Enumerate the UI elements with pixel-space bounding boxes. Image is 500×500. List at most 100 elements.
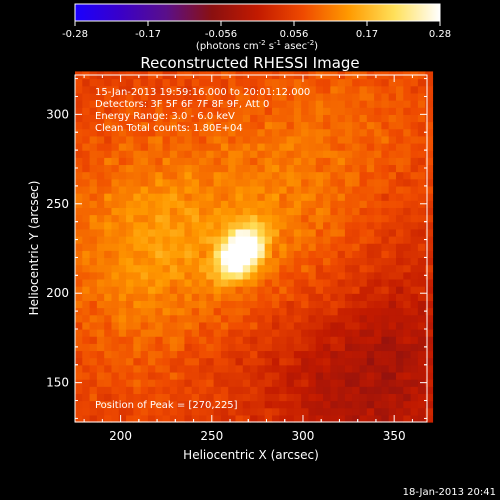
heatmap-cell — [366, 278, 375, 287]
heatmap-cell — [177, 400, 186, 409]
heatmap-cell — [169, 171, 178, 180]
heatmap-cell — [140, 85, 149, 94]
heatmap-cell — [118, 228, 127, 237]
heatmap-cell — [381, 400, 390, 409]
heatmap-cell — [235, 185, 244, 194]
heatmap-cell — [206, 271, 215, 280]
heatmap-cell — [257, 250, 266, 259]
heatmap-cell — [352, 193, 361, 201]
heatmap-cell — [301, 414, 310, 423]
heatmap-cell — [235, 200, 244, 208]
heatmap-cell — [126, 92, 134, 101]
heatmap-cell — [75, 364, 83, 373]
heatmap-cell — [250, 257, 258, 266]
heatmap-cell — [184, 228, 193, 237]
heatmap-cell — [271, 185, 280, 194]
heatmap-cell — [242, 193, 251, 201]
heatmap-cell — [395, 379, 404, 387]
heatmap-cell — [403, 185, 412, 194]
heatmap-cell — [359, 350, 368, 359]
heatmap-cell — [410, 107, 419, 115]
heatmap-cell — [395, 100, 404, 108]
heatmap-cell — [293, 307, 302, 316]
heatmap-cell — [352, 271, 361, 280]
heatmap-cell — [425, 71, 434, 80]
heatmap-cell — [250, 107, 258, 115]
heatmap-cell — [301, 371, 310, 380]
heatmap-cell — [184, 135, 193, 144]
heatmap-cell — [352, 107, 361, 115]
heatmap-cell — [403, 314, 412, 323]
heatmap-cell — [264, 121, 273, 130]
heatmap-cell — [381, 328, 390, 337]
heatmap-cell — [133, 321, 142, 330]
heatmap-cell — [133, 200, 142, 208]
heatmap-cell — [388, 293, 397, 301]
heatmap-cell — [147, 286, 156, 294]
heatmap-cell — [286, 164, 295, 173]
heatmap-cell — [330, 393, 339, 402]
heatmap-cell — [366, 379, 375, 387]
heatmap-cell — [184, 100, 193, 108]
heatmap-cell — [359, 321, 368, 330]
heatmap-cell — [133, 171, 142, 180]
heatmap-cell — [104, 336, 113, 344]
heatmap-cell — [374, 278, 383, 287]
heatmap-cell — [381, 121, 390, 130]
heatmap-cell — [169, 164, 178, 173]
heatmap-cell — [352, 243, 361, 251]
heatmap-cell — [286, 178, 295, 187]
heatmap-cell — [118, 328, 127, 337]
heatmap-cell — [279, 314, 288, 323]
heatmap-cell — [104, 379, 113, 387]
heatmap-cell — [89, 379, 98, 387]
heatmap-cell — [140, 364, 149, 373]
heatmap-cell — [75, 250, 83, 259]
heatmap-cell — [301, 278, 310, 287]
heatmap-cell — [308, 128, 317, 137]
heatmap-cell — [155, 228, 164, 237]
heatmap-cell — [96, 407, 105, 416]
heatmap-cell — [388, 386, 397, 394]
heatmap-cell — [337, 228, 346, 237]
heatmap-cell — [140, 414, 149, 423]
heatmap-cell — [118, 85, 127, 94]
heatmap-cell — [177, 121, 186, 130]
heatmap-cell — [177, 393, 186, 402]
heatmap-cell — [271, 328, 280, 337]
heatmap-cell — [155, 386, 164, 394]
heatmap-cell — [344, 164, 353, 173]
heatmap-cell — [330, 271, 339, 280]
heatmap-cell — [111, 407, 120, 416]
heatmap-cell — [89, 221, 98, 230]
heatmap-cell — [381, 271, 390, 280]
heatmap-cell — [177, 200, 186, 208]
heatmap-cell — [89, 364, 98, 373]
heatmap-cell — [184, 286, 193, 294]
heatmap-cell — [271, 200, 280, 208]
heatmap-cell — [359, 264, 368, 273]
heatmap-cell — [308, 150, 317, 158]
heatmap-cell — [410, 314, 419, 323]
heatmap-cell — [147, 407, 156, 416]
heatmap-cell — [191, 193, 200, 201]
heatmap-cell — [220, 85, 229, 94]
heatmap-cell — [301, 164, 310, 173]
heatmap-cell — [191, 185, 200, 194]
heatmap-cell — [191, 357, 200, 366]
heatmap-cell — [286, 214, 295, 223]
heatmap-cell — [199, 214, 207, 223]
heatmap-cell — [191, 328, 200, 337]
heatmap-cell — [374, 150, 383, 158]
heatmap-cell — [425, 257, 434, 266]
heatmap-cell — [330, 371, 339, 380]
heatmap-cell — [162, 350, 171, 359]
heatmap-cell — [126, 400, 134, 409]
heatmap-cell — [242, 379, 251, 387]
heatmap-cell — [279, 293, 288, 301]
heatmap-cell — [89, 343, 98, 352]
heatmap-cell — [286, 207, 295, 216]
heatmap-cell — [381, 85, 390, 94]
heatmap-cell — [206, 407, 215, 416]
heatmap-cell — [315, 278, 324, 287]
